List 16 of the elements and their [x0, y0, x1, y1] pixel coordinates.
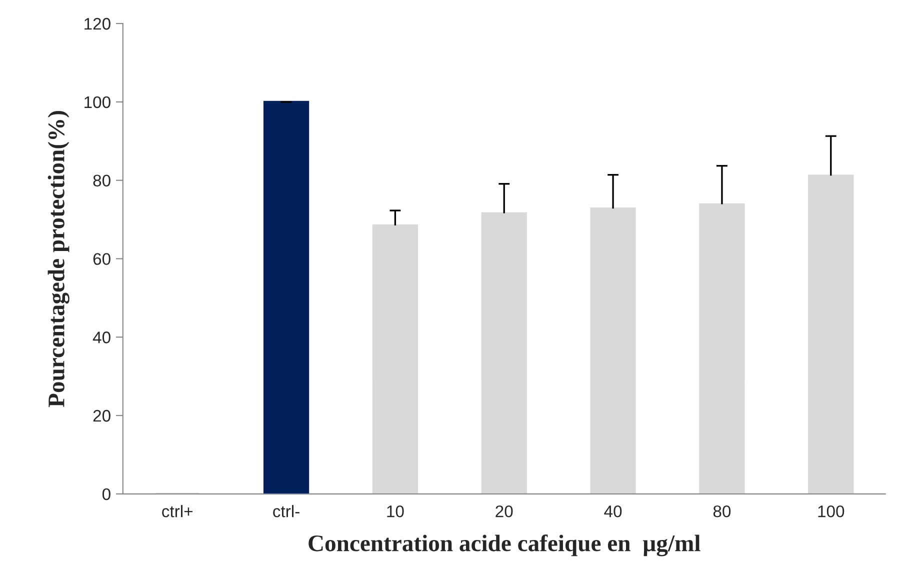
x-tick-label: 40 [604, 505, 622, 518]
x-tick-label: 10 [387, 505, 404, 518]
x-axis-title: Concentration acide cafeique en µg/ml [308, 534, 700, 556]
x-tick-label: ctrl+ [162, 505, 193, 518]
x-tick-label: 100 [818, 505, 844, 518]
x-tick-label: 80 [713, 505, 731, 518]
x-tick-label: 20 [496, 505, 513, 518]
y-axis-title: Pourcentagede protection(%) [48, 111, 70, 408]
x-tick-label: ctrl- [273, 505, 300, 518]
y-tick-label: 20 [93, 410, 110, 422]
y-tick-label: 60 [93, 253, 110, 265]
y-tick-label: 100 [84, 96, 110, 108]
y-tick-label: 0 [102, 488, 110, 500]
y-tick-label: 120 [84, 18, 110, 30]
y-tick-label: 80 [93, 174, 110, 187]
y-tick-label: 40 [92, 332, 110, 344]
